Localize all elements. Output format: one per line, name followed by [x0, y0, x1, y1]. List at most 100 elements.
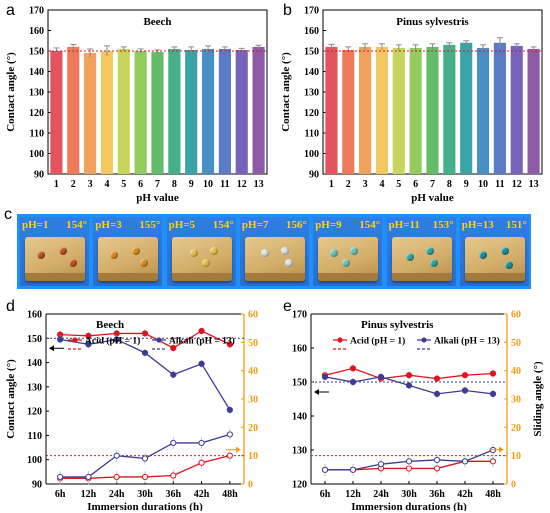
data-point [377, 373, 385, 381]
tile-angle-label: 154° [66, 219, 87, 231]
bar [493, 42, 506, 174]
data-point [113, 473, 120, 481]
bar [476, 47, 490, 174]
data-point [141, 330, 149, 337]
data-point [113, 330, 120, 337]
water-droplet [429, 259, 438, 267]
water-droplet [342, 259, 351, 267]
bar [235, 49, 248, 174]
water-droplet [284, 259, 293, 267]
y2-tick-label: 0 [511, 480, 516, 491]
water-droplet [260, 249, 269, 257]
y2-tick-label: 10 [511, 451, 521, 462]
y-tick-label: 110 [305, 129, 319, 140]
bar [84, 53, 97, 174]
y-axis-label: Contact angle (°) [5, 52, 17, 132]
y-tick-label: 160 [292, 344, 307, 355]
tile-ph-label: pH=1 [22, 219, 49, 231]
data-point [57, 336, 64, 343]
y-tick-label: 170 [29, 6, 44, 17]
water-droplet [189, 249, 198, 257]
water-droplet [37, 251, 45, 259]
water-droplet [69, 259, 77, 267]
left-axis-arrowhead [49, 345, 54, 352]
y2-tick-label: 30 [248, 395, 258, 406]
water-droplet [350, 247, 359, 255]
data-point [461, 372, 469, 379]
x-tick-label: 12 [237, 179, 247, 190]
x-tick-label: 6 [138, 179, 143, 190]
legend-acid-marker [337, 337, 343, 343]
y-tick-label: 170 [292, 310, 307, 321]
right-axis-arrowhead [236, 446, 241, 453]
y-tick-label: 100 [27, 455, 42, 466]
data-point [170, 439, 177, 447]
bar [392, 47, 405, 174]
y-tick-label: 150 [304, 47, 319, 58]
tile-angle-label: 154° [359, 219, 381, 231]
x-tick-label: 42h [457, 489, 473, 500]
data-point [85, 341, 92, 348]
y-axis-label: Contact angle (°) [5, 359, 17, 439]
x-axis-label: pH value [411, 192, 454, 204]
data-point [85, 332, 92, 339]
droplet-photo-strip: pH=1 154° pH=3 155° pH=5 154° pH=7 156° pH=9 154°… [17, 214, 531, 289]
bar [460, 42, 473, 174]
bar [325, 46, 338, 174]
bar [342, 49, 355, 174]
x-axis-label: pH value [136, 192, 179, 204]
right-axis-arrowhead [499, 446, 504, 453]
y-tick-label: 120 [29, 108, 44, 119]
y2-tick-label: 30 [511, 395, 521, 406]
wood-block [391, 237, 452, 281]
data-point [433, 456, 441, 464]
y-tick-label: 110 [28, 431, 42, 442]
left-axis-arrowhead [314, 389, 319, 395]
tile-angle-label: 153° [432, 219, 454, 231]
bar [375, 46, 389, 174]
water-droplet [280, 247, 289, 255]
x-axis-label: Immersion durations (h) [351, 501, 467, 511]
bar [443, 44, 456, 174]
y-tick-label: 90 [309, 170, 319, 181]
x-tick-label: 10 [478, 179, 488, 190]
data-point [405, 458, 413, 465]
data-point [349, 365, 357, 372]
tile-angle-label: 151° [505, 219, 527, 231]
x-tick-label: 2 [71, 179, 76, 190]
y2-tick-label: 10 [248, 451, 258, 462]
x-tick-label: 5 [396, 179, 401, 190]
y2-tick-label: 0 [248, 480, 253, 491]
photo-tile: pH=3 155° [93, 217, 163, 286]
x-tick-label: 48h [485, 489, 501, 500]
x-tick-label: 10 [203, 179, 213, 190]
photo-tile: pH=1 154° [20, 217, 89, 286]
tile-angle-label: 154° [212, 219, 234, 231]
x-tick-label: 4 [379, 179, 384, 190]
data-point [198, 327, 205, 335]
water-droplet [132, 247, 141, 255]
y-tick-label: 120 [292, 480, 307, 491]
data-point [57, 473, 64, 481]
x-tick-label: 13 [529, 179, 539, 190]
data-point [113, 336, 120, 343]
x-tick-label: 2 [346, 179, 351, 190]
data-point [433, 375, 441, 382]
panel-letter-a: a [6, 2, 15, 19]
photo-tile: pH=7 156° [239, 217, 309, 286]
data-point [170, 344, 177, 352]
y-tick-label: 150 [292, 378, 307, 389]
x-tick-label: 9 [464, 179, 469, 190]
x-tick-label: 24h [373, 489, 389, 500]
data-point [405, 382, 413, 389]
line-chart-pinus: 120 130 140 150 160 170 0 10 20 30 40 50 60 6h 12h 24h 3… [292, 310, 544, 512]
data-point [85, 473, 92, 481]
panel-letter-e: e [283, 298, 292, 315]
data-point [433, 465, 441, 472]
water-droplet [425, 247, 434, 255]
bar [151, 52, 164, 174]
photo-tile: pH=13 151° [459, 217, 529, 286]
y-tick-label: 100 [304, 149, 319, 160]
bar [168, 48, 181, 175]
